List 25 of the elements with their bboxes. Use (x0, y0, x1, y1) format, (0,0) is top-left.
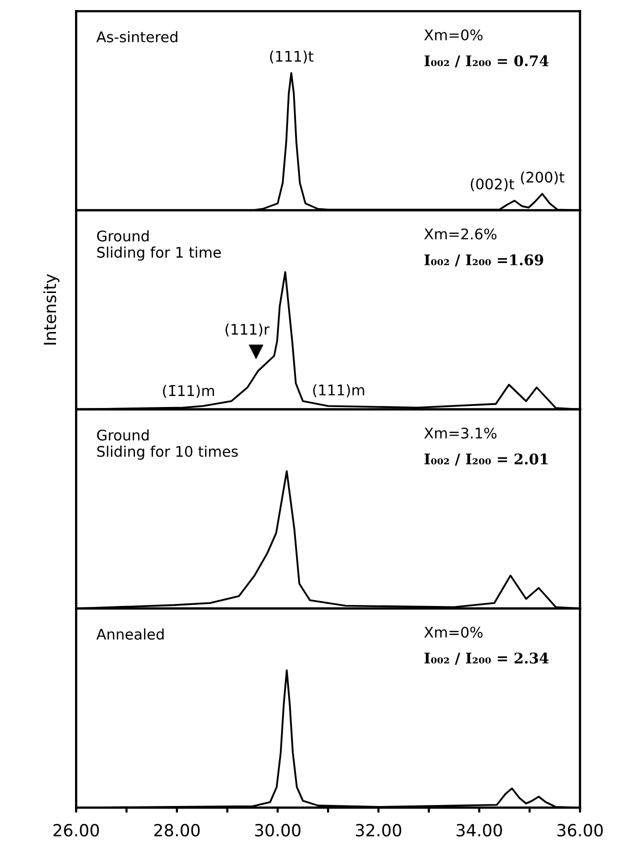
annotation: (002)t (470, 178, 514, 192)
text: I₀₀₂ / I₂₀₀ =1.69 (424, 254, 544, 267)
text: Annealed (96, 628, 164, 640)
y-axis-title: Intensity (43, 274, 60, 344)
x-tick-label: 26.00 (54, 824, 99, 836)
text: Ground Sliding for 1 time (97, 230, 221, 261)
text: Xm=0% (424, 29, 483, 40)
x-tick-label: 34.00 (456, 824, 502, 836)
annotation: (111)t (270, 50, 314, 64)
text: I₀₀₂ / I₂₀₀ = 0.74 (424, 55, 549, 68)
text: I₀₀₂ / I₂₀₀ = 2.34 (424, 652, 549, 665)
text: Xm=3.1% (424, 428, 496, 439)
text: Xm=0% (424, 626, 483, 638)
x-tick-label: 28.00 (154, 824, 200, 836)
x-tick-label: 30.00 (255, 824, 300, 836)
text: I₀₀₂ / I₂₀₀ = 2.01 (424, 453, 548, 466)
text: Ground Sliding for 10 times (97, 429, 238, 460)
annotation: (111)m (313, 384, 364, 398)
x-tick-label: 32.00 (356, 824, 402, 836)
annotation: (1̄11)m (163, 384, 214, 398)
text: Xm=2.6% (424, 228, 496, 240)
x-tick-label: 36.00 (557, 824, 603, 836)
annotation: (111)r (226, 324, 270, 337)
text: As-sintered (96, 31, 178, 42)
annotation: (200)t (521, 171, 564, 184)
